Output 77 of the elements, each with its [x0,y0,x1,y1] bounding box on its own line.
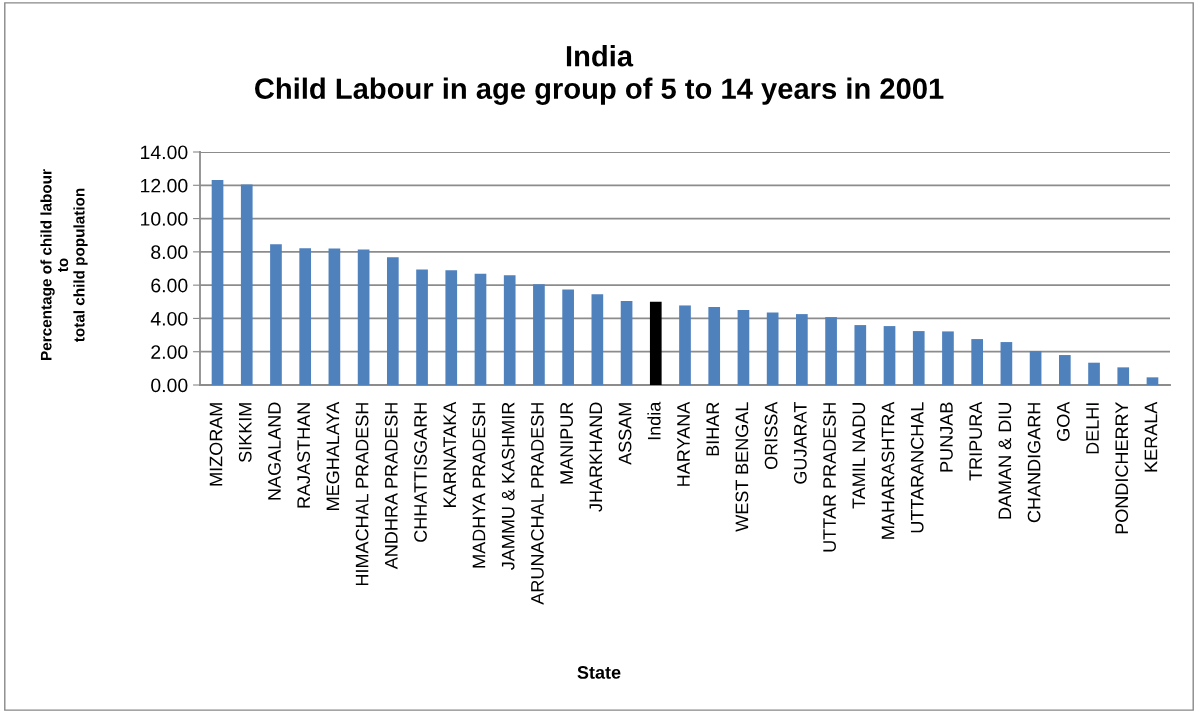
y-tick-label: 12.00 [141,178,188,193]
bar [445,270,458,385]
x-tick-label: SIKKIM [238,403,252,463]
x-tick-label: GUJARAT [793,402,807,484]
x-tick-label: DAMAN & DIU [998,403,1012,519]
bar [533,284,545,385]
x-tick-label: MEGHALAYA [326,401,340,510]
bar [1029,351,1042,385]
x-tick-label: KERALA [1144,401,1158,472]
bar [474,273,487,385]
x-tick-label: JAMMU & KASHMIR [501,402,515,570]
bar [386,257,399,385]
y-tick-label: 6.00 [151,278,188,293]
x-tick-label: MIZORAM [209,403,223,486]
x-tick-label: BIHAR [706,402,719,456]
x-tick-label: ARUNACHAL PRADESH [530,403,544,605]
x-tick-label: TAMIL NADU [852,403,866,509]
x-tick-label: DELHI [1086,403,1099,454]
bar [240,184,253,385]
x-tick-label: ANDHRA PRADESH [384,403,398,570]
x-tick-label: CHHATTISGARH [414,403,427,542]
bar [503,275,516,385]
bar [357,249,370,385]
x-tick-label: HIMACHAL PRADESH [355,403,369,586]
bar [1146,377,1159,385]
x-tick-label: PUNJAB [940,402,953,472]
bar [270,244,282,385]
bar [708,307,721,385]
x-tick-label: MAHARASHTRA [881,401,895,539]
x-tick-label: ORISSA [764,401,778,470]
bar [912,331,925,385]
bar [854,325,867,385]
y-tick-label: 4.00 [150,311,188,326]
x-tick-label: JHARKHAND [589,402,603,512]
bar [942,331,954,385]
y-tick-label: 8.00 [151,245,188,260]
bar [591,294,604,385]
bar [211,179,224,385]
chart-title: India Child Labour in age group of 5 to 14 years in 2001 [255,45,944,105]
y-tick-label: 14.00 [141,145,188,160]
x-tick-label: UTTARANCHAL [910,402,924,533]
bar [562,289,574,385]
x-tick-label: CHANDIGARH [1027,403,1041,523]
bar [825,317,837,385]
bar [1088,362,1100,385]
x-axis-title: State [577,666,621,679]
x-tick-label: HARYANA [677,401,690,486]
x-tick-label: ASSAM [618,403,632,465]
x-tick-label: India [647,401,661,440]
x-tick-label: WEST BENGAL [735,402,749,532]
x-tick-label: TRIPURA [969,401,983,481]
bar [328,248,341,385]
bar [416,269,428,385]
x-tick-label: UTTAR PRADESH [823,403,836,552]
x-tick-label: GOA [1056,401,1070,441]
bar [971,339,984,385]
bar [1117,367,1130,385]
bar [299,248,312,385]
bar [649,301,662,385]
bar [1000,342,1013,385]
bar [620,301,633,385]
x-tick-label: KARNATAKA [443,401,456,507]
x-tick-label: MADHYA PRADESH [472,403,486,568]
y-axis-title: Percentage of child labour to total child population [40,169,88,360]
x-tick-label: RAJASTHAN [297,403,311,508]
bar [796,314,808,385]
y-tick-label: 10.00 [141,212,188,226]
y-tick-label: 2.00 [151,345,188,359]
bar [766,312,779,385]
bar [737,310,750,385]
x-tick-label: MANIPUR [560,402,573,484]
bar [679,305,691,385]
x-tick-label: NAGALAND [268,402,281,500]
bar [1058,355,1071,385]
y-tick-label: 0.00 [151,378,188,393]
bar [883,326,896,385]
x-tick-label: PONDICHERRY [1115,402,1129,534]
